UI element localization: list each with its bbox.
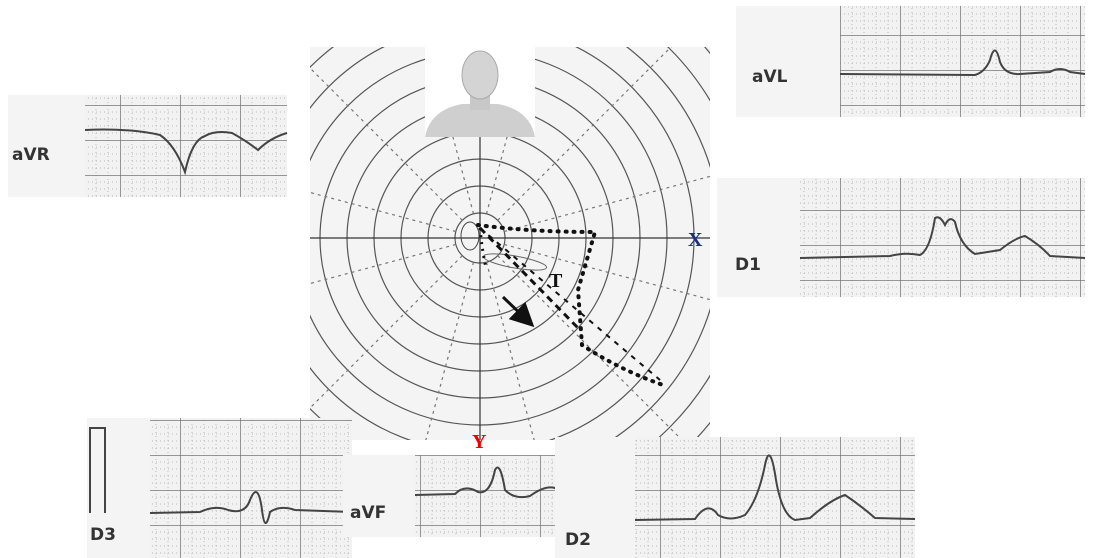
page: {"leads":[{"label":"aVR"},{"label":"aVL"… bbox=[0, 0, 1099, 558]
lead-label: D1 bbox=[735, 255, 761, 275]
lead-strip: aVF bbox=[343, 455, 574, 537]
lead-strip: D1 bbox=[717, 178, 1085, 297]
lead-label: D2 bbox=[565, 530, 591, 550]
y-axis-label: Y bbox=[472, 431, 487, 453]
loop-label: T bbox=[549, 270, 563, 292]
head-figure bbox=[425, 47, 535, 137]
lead-strip: D3 bbox=[87, 418, 352, 558]
lead-strip: aVR bbox=[8, 95, 287, 197]
x-axis-label: X bbox=[688, 229, 703, 251]
lead-label: aVF bbox=[350, 503, 386, 523]
lead-label: aVL bbox=[752, 67, 788, 87]
lead-strip: aVL bbox=[736, 6, 1085, 117]
lead-label: aVR bbox=[12, 145, 50, 165]
lead-strip: D2 bbox=[555, 437, 915, 558]
diagram: T X Y aVR aVL D1 D3 aVF bbox=[0, 0, 1099, 558]
lead-label: D3 bbox=[90, 525, 116, 545]
